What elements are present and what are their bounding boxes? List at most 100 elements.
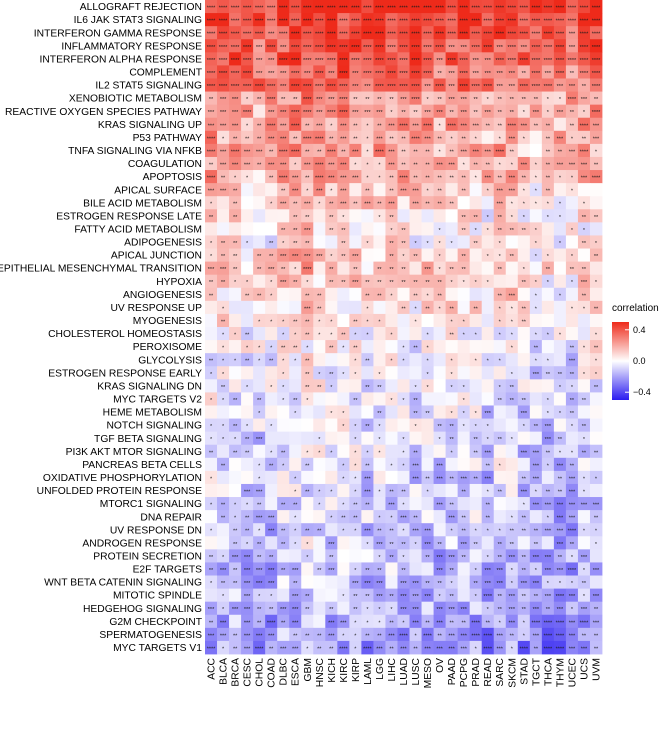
significance-mark: *** xyxy=(436,620,443,626)
heatmap-cell xyxy=(361,523,374,537)
significance-mark: ** xyxy=(534,123,539,129)
significance-mark: *** xyxy=(352,280,359,286)
heatmap-cell xyxy=(481,483,495,498)
significance-mark: * xyxy=(210,581,213,587)
column-label: LIHC xyxy=(387,657,398,681)
heatmap-cell xyxy=(505,170,519,184)
significance-mark: **** xyxy=(387,58,396,64)
significance-mark: * xyxy=(378,163,381,169)
heatmap-cell xyxy=(553,523,567,537)
heatmap-cell xyxy=(481,26,495,40)
heatmap-cell xyxy=(517,379,531,393)
significance-mark: * xyxy=(366,450,369,456)
heatmap-cell xyxy=(541,497,555,511)
significance-mark: *** xyxy=(208,110,215,116)
heatmap-cell xyxy=(517,156,531,171)
heatmap-cell xyxy=(553,170,567,184)
significance-mark: *** xyxy=(533,372,540,378)
heatmap-cell xyxy=(505,91,519,106)
heatmap-cell xyxy=(241,274,254,289)
heatmap-cell xyxy=(517,104,531,119)
heatmap-cell xyxy=(505,156,519,171)
significance-mark: *** xyxy=(232,555,239,561)
heatmap-cell xyxy=(337,143,350,158)
heatmap-cell xyxy=(541,287,555,302)
heatmap-cell xyxy=(553,549,567,563)
significance-mark: **** xyxy=(339,45,348,51)
significance-mark: * xyxy=(547,97,550,103)
heatmap-cell xyxy=(589,379,603,393)
significance-mark: **** xyxy=(532,6,541,12)
heatmap-cell xyxy=(421,523,434,537)
significance-mark: ** xyxy=(389,555,394,561)
heatmap-cell xyxy=(481,300,495,315)
heatmap-cell xyxy=(313,78,326,92)
significance-mark: ** xyxy=(437,71,442,77)
significance-mark: * xyxy=(451,241,454,247)
significance-mark: **** xyxy=(568,568,577,574)
significance-mark: *** xyxy=(460,110,467,116)
heatmap-cell xyxy=(205,497,218,511)
significance-mark: ** xyxy=(401,163,406,169)
heatmap-cell xyxy=(421,392,434,406)
heatmap-cell xyxy=(517,601,531,616)
significance-mark: *** xyxy=(412,202,419,208)
heatmap-cell xyxy=(361,483,374,498)
heatmap-cell xyxy=(253,130,266,145)
heatmap-cell xyxy=(421,418,434,433)
significance-mark: * xyxy=(451,359,454,365)
heatmap-cell xyxy=(493,248,507,262)
significance-mark: * xyxy=(583,476,586,482)
heatmap-cell xyxy=(253,392,266,406)
heatmap-cell xyxy=(517,39,531,53)
significance-mark: * xyxy=(270,202,273,208)
heatmap-cell xyxy=(553,300,567,315)
significance-mark: **** xyxy=(507,32,516,38)
heatmap-cell xyxy=(553,26,567,40)
heatmap-cell xyxy=(505,261,519,276)
significance-mark: **** xyxy=(291,71,300,77)
heatmap-cell xyxy=(421,601,434,616)
significance-mark: ** xyxy=(594,450,599,456)
heatmap-cell xyxy=(541,549,555,563)
significance-mark: * xyxy=(246,97,249,103)
heatmap-cell xyxy=(469,640,483,655)
heatmap-cell xyxy=(469,575,483,589)
heatmap-cell xyxy=(241,457,254,472)
heatmap-cell xyxy=(349,483,362,498)
column-label: KIRC xyxy=(339,657,350,682)
significance-mark: **** xyxy=(207,136,216,142)
heatmap-cell xyxy=(349,183,362,197)
heatmap-cell xyxy=(217,640,230,655)
significance-mark: ** xyxy=(329,646,334,652)
significance-mark: ** xyxy=(437,633,442,639)
significance-mark: *** xyxy=(304,71,311,77)
significance-mark: * xyxy=(439,241,442,247)
heatmap-cell xyxy=(325,91,338,106)
heatmap-cell xyxy=(589,91,603,106)
significance-mark: ** xyxy=(474,581,479,587)
heatmap-cell xyxy=(301,39,314,53)
heatmap-cell xyxy=(565,52,579,66)
heatmap-cell xyxy=(589,261,603,276)
significance-mark: *** xyxy=(533,633,540,639)
heatmap-cell xyxy=(313,183,326,197)
significance-mark: ** xyxy=(233,450,238,456)
heatmap-cell xyxy=(289,379,302,393)
significance-mark: * xyxy=(499,319,502,325)
heatmap-cell xyxy=(565,313,579,328)
significance-mark: * xyxy=(366,620,369,626)
significance-mark: *** xyxy=(400,581,407,587)
heatmap-cell xyxy=(241,379,254,393)
significance-mark: ** xyxy=(449,176,454,182)
heatmap-cell xyxy=(577,209,591,223)
significance-mark: *** xyxy=(280,45,287,51)
significance-mark: *** xyxy=(220,267,227,273)
significance-mark: *** xyxy=(364,476,371,482)
significance-mark: ** xyxy=(245,333,250,339)
heatmap-cell xyxy=(493,104,507,119)
heatmap-cell xyxy=(265,392,278,406)
heatmap-cell xyxy=(361,26,374,40)
heatmap-cell xyxy=(517,418,531,433)
heatmap-cell xyxy=(289,261,302,276)
